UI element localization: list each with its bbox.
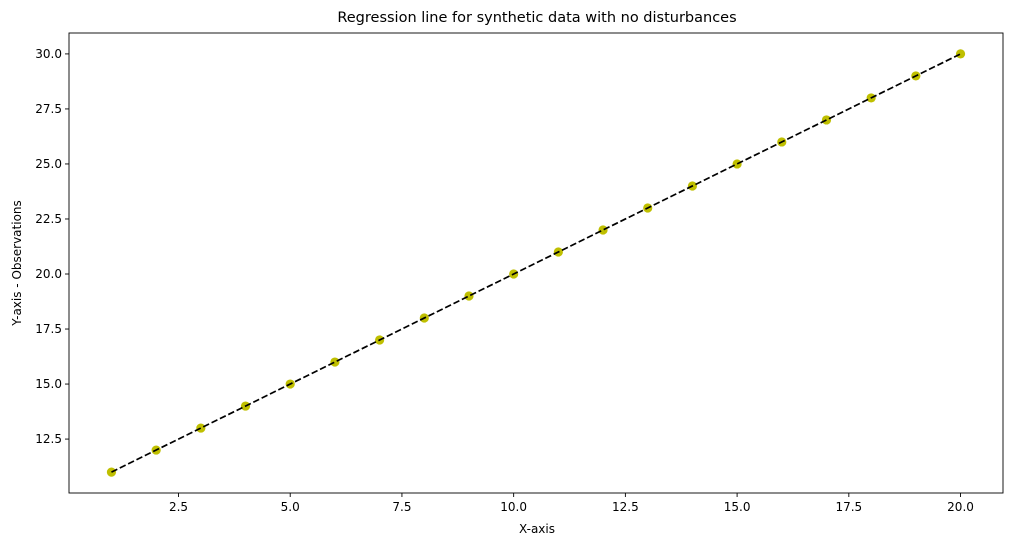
y-axis: 12.5 15.0 17.5 20.0 22.5 25.0 27.5 30.0 [35,47,69,446]
y-tick-label: 12.5 [35,432,62,446]
y-tick-label: 15.0 [35,377,62,391]
scatter-point [598,225,608,235]
chart-title: Regression line for synthetic data with … [337,10,736,26]
x-tick-label: 20.0 [947,500,974,514]
y-tick-label: 27.5 [35,102,62,116]
axes-frame [68,32,1004,494]
scatter-point [955,49,966,59]
y-tick-label: 17.5 [35,322,62,336]
x-axis-label: X-axis [519,522,555,536]
scatter-point [330,357,340,367]
x-tick-label: 7.5 [392,500,411,514]
x-tick-label: 2.5 [169,500,188,514]
x-tick-label: 17.5 [835,500,862,514]
scatter-point [464,291,474,301]
x-tick-label: 15.0 [724,500,751,514]
x-tick-label: 10.0 [500,500,527,514]
regression-line [111,53,961,473]
x-tick-label: 12.5 [612,500,639,514]
y-tick-label: 30.0 [35,47,62,61]
x-axis: 2.5 5.0 7.5 10.0 12.5 15.0 17.5 20.0 [169,493,974,514]
scatter-point [196,423,206,433]
scatter-point [732,159,742,169]
plot-area [106,49,966,477]
y-axis-label: Y-axis - Observations [10,200,24,327]
x-tick-label: 5.0 [281,500,300,514]
y-tick-label: 25.0 [35,157,62,171]
y-tick-label: 20.0 [35,267,62,281]
y-tick-label: 22.5 [35,212,62,226]
scatter-point [821,115,832,125]
